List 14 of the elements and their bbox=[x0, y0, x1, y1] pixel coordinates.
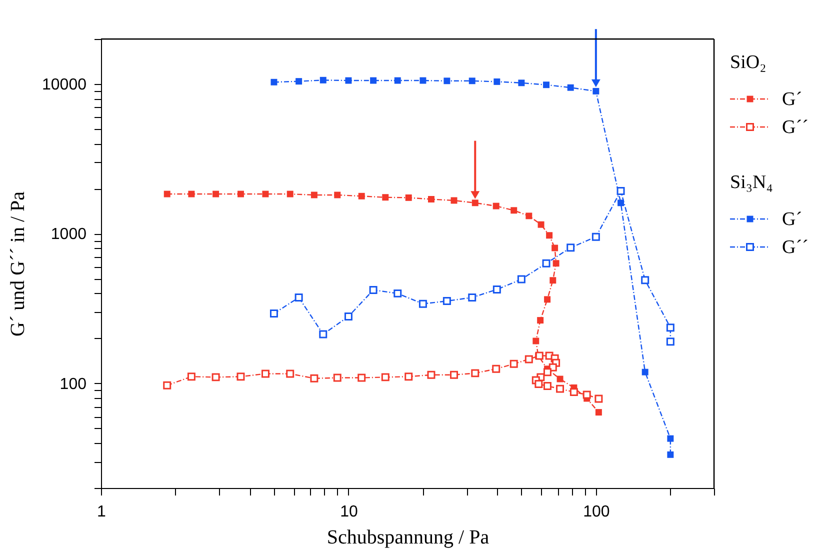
y-tick-label: 10000 bbox=[42, 76, 87, 94]
y-tick-label: 100 bbox=[60, 376, 87, 393]
legend-label: G´´ bbox=[782, 237, 808, 258]
x-tick-label: 10 bbox=[340, 504, 358, 520]
text: SiO₂ bbox=[730, 52, 766, 73]
x-axis-title: Schubspannung / Pa bbox=[326, 526, 490, 548]
x-tick-label: 100 bbox=[583, 504, 610, 520]
legend-label: G´ bbox=[782, 209, 802, 230]
legend-label: G´´ bbox=[782, 117, 808, 138]
y-tick-label: 1000 bbox=[50, 226, 87, 244]
text: Si₃N₄ bbox=[730, 172, 773, 193]
y-axis-title: G´ und G´´ in / Pa bbox=[7, 191, 30, 336]
legend-label: G´ bbox=[782, 89, 802, 110]
x-tick-label: 1 bbox=[97, 504, 106, 520]
